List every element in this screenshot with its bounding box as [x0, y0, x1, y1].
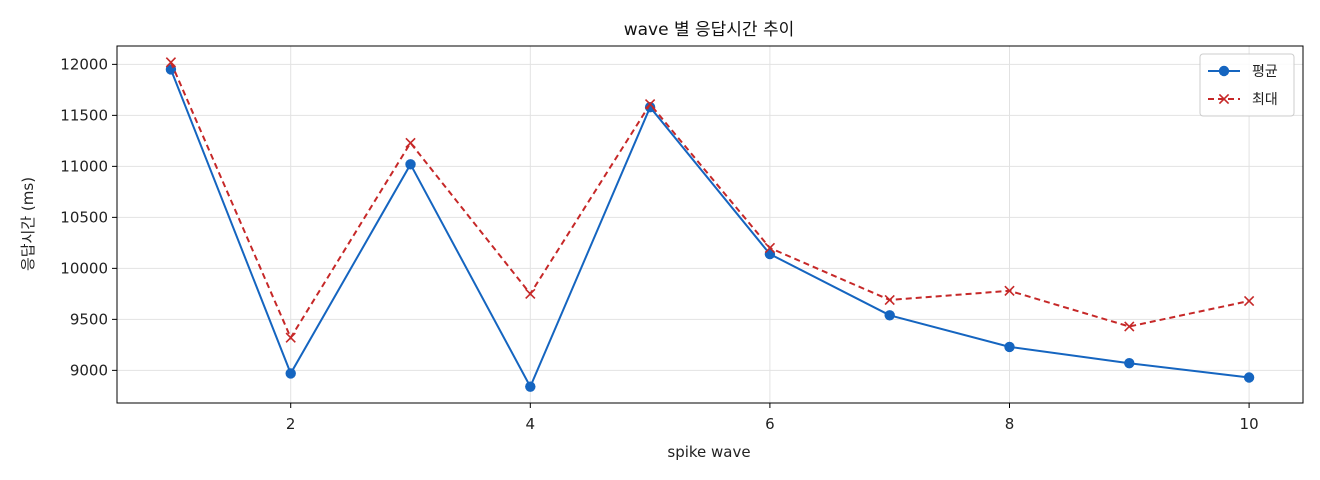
y-tick-label: 10500 — [60, 208, 108, 226]
x-axis-title: spike wave — [667, 443, 750, 461]
y-tick-label: 9000 — [70, 361, 108, 379]
x-axis: 2 4 6 8 10 — [286, 403, 1259, 433]
data-point — [525, 381, 536, 392]
y-tick-label: 10000 — [60, 259, 108, 277]
y-tick-label: 11500 — [60, 106, 108, 124]
x-tick-label: 2 — [286, 415, 296, 433]
legend-label: 최대 — [1252, 92, 1278, 108]
x-tick-label: 4 — [526, 415, 536, 433]
y-tick-label: 9500 — [70, 310, 108, 328]
data-point — [1243, 372, 1255, 383]
y-axis: 9000 9500 10000 10500 11000 11500 12000 — [60, 55, 117, 379]
x-tick-label: 8 — [1005, 415, 1015, 433]
y-tick-label: 11000 — [60, 157, 108, 175]
legend-item: 평균 — [1208, 64, 1278, 80]
y-axis-title: 응답시간 (ms) — [19, 177, 37, 271]
data-point — [764, 248, 776, 260]
legend-label: 평균 — [1252, 64, 1278, 80]
data-point — [285, 368, 296, 379]
data-point — [1124, 358, 1135, 369]
series-average — [165, 64, 1255, 392]
data-point — [764, 242, 776, 254]
data-point — [1243, 295, 1255, 307]
grid — [117, 46, 1303, 403]
series-max — [165, 57, 1255, 343]
data-point — [405, 159, 416, 170]
legend-box — [1199, 53, 1295, 117]
legend-item: 최대 — [1208, 92, 1278, 108]
legend-marker-sample — [1218, 93, 1230, 105]
plot-frame — [116, 45, 1304, 404]
data-point — [1124, 321, 1135, 332]
chart-title: wave 별 응답시간 추이 — [624, 20, 795, 40]
data-point — [285, 332, 296, 343]
data-point — [884, 310, 895, 321]
data-point — [405, 137, 416, 149]
data-point — [1004, 341, 1015, 353]
series-line — [169, 69, 1250, 389]
y-tick-label: 12000 — [60, 55, 108, 73]
data-point — [644, 98, 656, 110]
data-point — [1004, 285, 1015, 296]
x-tick-label: 6 — [765, 415, 775, 433]
data-point — [644, 102, 656, 113]
data-point — [165, 57, 177, 68]
series-layer — [165, 57, 1255, 392]
legend-marker-sample — [1218, 65, 1230, 77]
data-point — [884, 294, 895, 306]
x-tick-label: 10 — [1240, 415, 1259, 433]
data-point — [525, 288, 536, 300]
series-line — [169, 61, 1250, 340]
